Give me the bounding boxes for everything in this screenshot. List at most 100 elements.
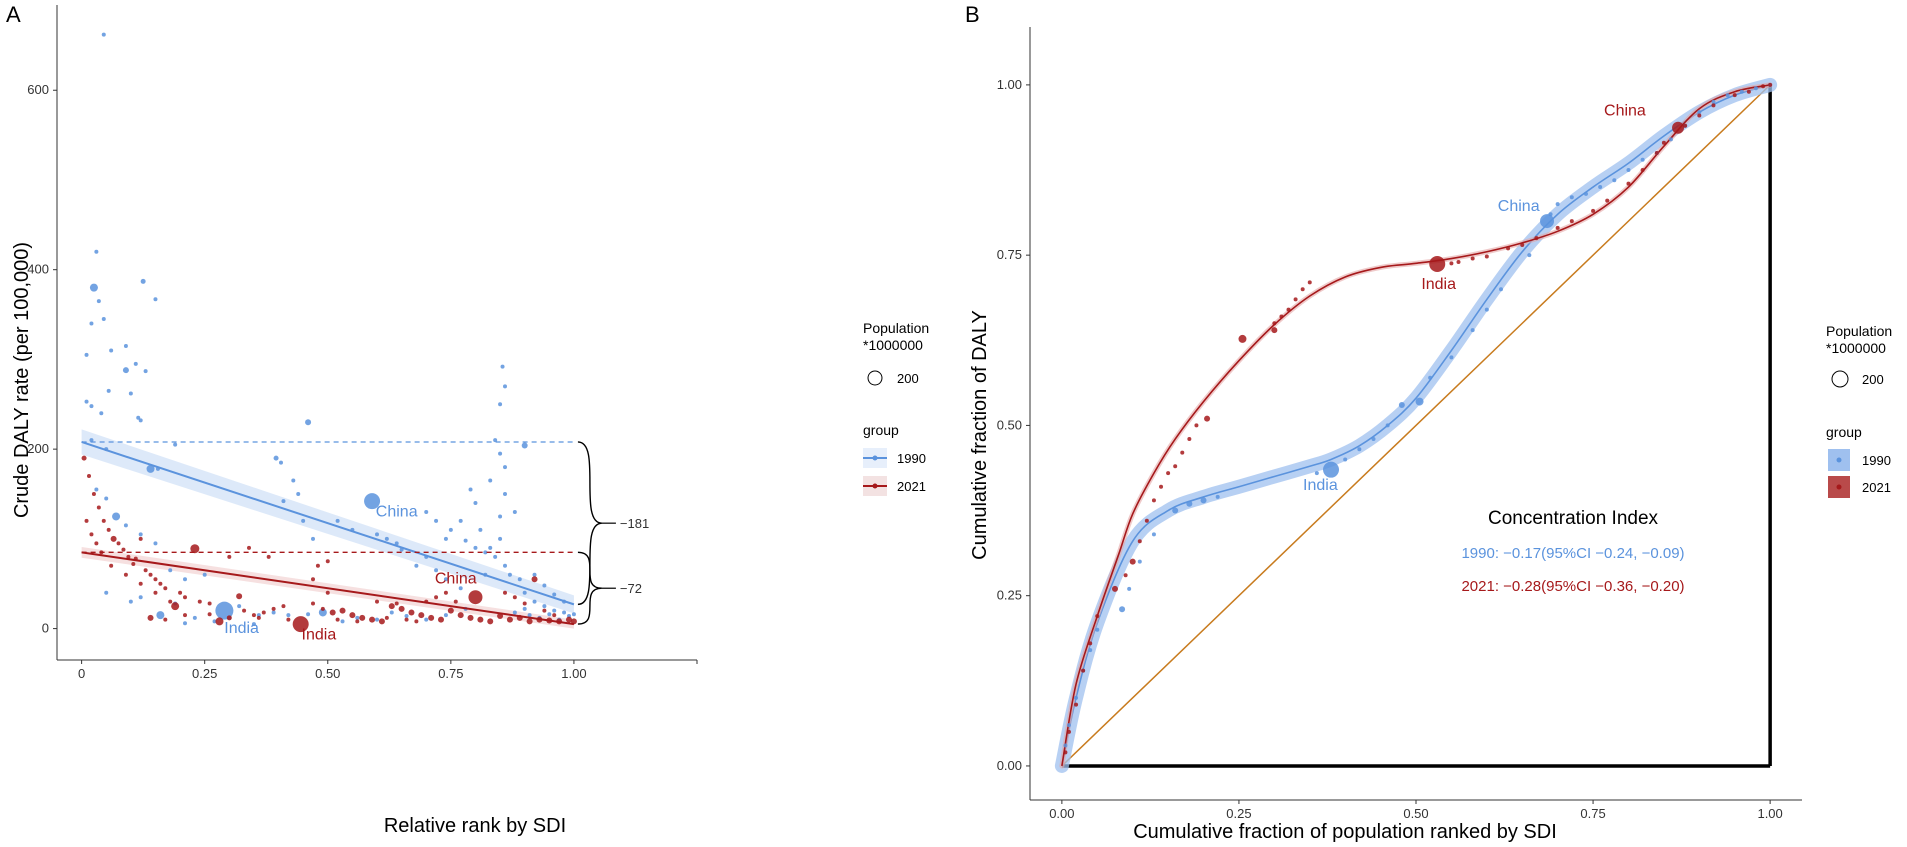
legend-b-pop-title-1: Population <box>1826 323 1892 339</box>
point-1990 <box>1626 168 1631 173</box>
point-1990 <box>1428 375 1433 380</box>
regression-line-2021 <box>81 551 575 626</box>
point-1990 <box>301 518 306 523</box>
point-2021 <box>143 568 148 573</box>
legend-b-2021-dot <box>1836 484 1842 490</box>
legend-a-1990-dot <box>872 455 878 461</box>
point-1990 <box>104 590 109 595</box>
point-2021 <box>434 595 439 600</box>
point-2021 <box>453 599 458 604</box>
point-1990 <box>335 518 340 523</box>
panel-b-x-tick-label: 0.00 <box>1049 806 1074 821</box>
panel-b-y-tick-label: 1.00 <box>997 77 1022 92</box>
point-1990 <box>1088 648 1093 653</box>
point-1990 <box>443 613 448 618</box>
legend-a-2021-label: 2021 <box>897 479 926 494</box>
point-1990 <box>183 577 187 582</box>
point-1990 <box>271 610 276 615</box>
point-1990 <box>306 612 311 617</box>
point-1990 <box>1569 195 1574 200</box>
point-2021 <box>1626 181 1631 186</box>
bracket-0 <box>577 441 603 606</box>
point-2021 <box>414 619 419 624</box>
point-1990 <box>251 622 256 627</box>
regression-line-1990 <box>81 441 575 606</box>
point-2021 <box>266 554 271 559</box>
point-1990 <box>414 563 419 568</box>
point-1990 <box>542 583 547 588</box>
point-2021 <box>242 608 247 613</box>
point-2021 <box>1129 558 1136 565</box>
point-2021 <box>106 527 111 532</box>
point-2021 <box>121 547 126 552</box>
point-2021 <box>1187 437 1192 442</box>
point-1990 <box>488 478 493 483</box>
point-1990 <box>443 536 448 541</box>
point-1990 <box>434 568 439 573</box>
point-2021 <box>183 595 187 600</box>
point-2021 <box>408 609 415 616</box>
point-1990 <box>153 297 158 302</box>
point-1990 <box>273 455 279 461</box>
point-1990 <box>128 391 133 396</box>
point-1990 <box>1200 497 1207 504</box>
point-1990 <box>1598 185 1603 190</box>
point-1990 <box>136 415 141 420</box>
point-1990 <box>1470 328 1475 333</box>
point-1990 <box>183 621 187 626</box>
point-2021 <box>1074 702 1079 707</box>
point-1990 <box>498 536 503 541</box>
point-2021 <box>457 612 464 619</box>
point-1990 <box>1066 723 1071 728</box>
point-2021 <box>163 586 168 591</box>
point-2021 <box>281 604 286 609</box>
legend-b-1990-label: 1990 <box>1862 453 1891 468</box>
point-1990 <box>552 608 557 613</box>
legend-a-pop-circle <box>867 370 883 386</box>
annotation-china-2021: China <box>435 571 477 588</box>
point-2021 <box>467 614 474 621</box>
point-2021 <box>369 616 376 623</box>
point-2021 <box>110 535 117 542</box>
point-1990 <box>1095 627 1100 632</box>
point-2021 <box>394 601 399 606</box>
panel-b-legend: Population *1000000 200 group 1990 2021 <box>1826 323 1892 498</box>
point-1990 <box>168 568 173 573</box>
point-2021 <box>96 505 101 510</box>
point-2021 <box>168 599 173 604</box>
legend-a-pop-title-1: Population <box>863 320 929 336</box>
panel-b-x-tick-label: 0.25 <box>1226 806 1251 821</box>
point-1990 <box>123 523 128 528</box>
point-2021 <box>398 605 405 612</box>
panel-b-plot: 0.00 0.25 0.50 0.75 1.00 0.00 0.25 0.50 0.75 1.00… <box>997 27 1802 821</box>
point-1990 <box>443 577 448 582</box>
point-1990 <box>133 361 138 366</box>
point-2021 <box>1271 327 1278 334</box>
point-1990 <box>1548 212 1553 217</box>
panel-a-x-tick-label: 0.50 <box>315 666 340 681</box>
point-2021 <box>153 577 158 582</box>
point-1990 <box>434 518 439 523</box>
point-1990 <box>1398 401 1405 408</box>
regression-band-1990 <box>81 429 574 614</box>
point-1990 <box>448 527 453 532</box>
point-1990 <box>1711 99 1716 104</box>
point-2021 <box>158 581 163 586</box>
legend-b-1990-dot <box>1836 457 1842 463</box>
annotation-india-1990: India <box>224 620 259 637</box>
panel-b-y-tick-label: 0.00 <box>997 758 1022 773</box>
point-2021 <box>1063 750 1068 755</box>
point-2021 <box>320 606 325 611</box>
point-1990 <box>1074 695 1079 700</box>
point-2021 <box>1204 415 1211 422</box>
point-2021 <box>438 616 444 623</box>
panel-a-y-axis-title: Crude DALY rate (per 100,000) <box>11 242 33 518</box>
point-2021 <box>1173 464 1178 469</box>
point-2021 <box>1732 93 1737 98</box>
point-1990 <box>1151 532 1156 537</box>
point-1990 <box>123 343 128 348</box>
panel-b-x-tick-label: 0.50 <box>1403 806 1428 821</box>
point-2021 <box>375 599 379 604</box>
point-1990 <box>173 442 178 447</box>
